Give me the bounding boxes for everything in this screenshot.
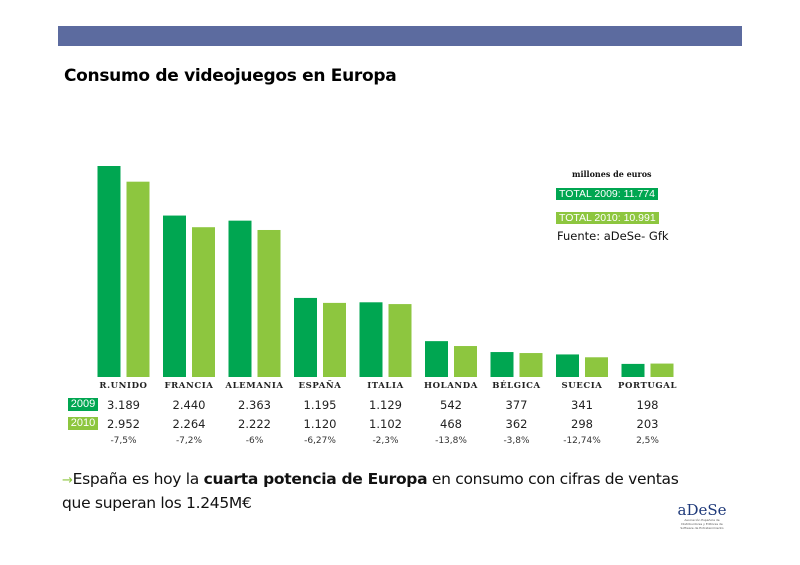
- bar-2009-3: [294, 297, 317, 377]
- header-band: [58, 26, 742, 46]
- change-label: 2,5%: [636, 436, 659, 446]
- value-label-2010: 1.102: [369, 417, 402, 431]
- value-label-2010: 1.120: [304, 417, 337, 431]
- bar-2009-4: [359, 302, 383, 377]
- bar-2010-4: [388, 304, 412, 377]
- value-label-2010: 298: [571, 417, 593, 431]
- year-badge-2010: 2010: [68, 417, 98, 430]
- change-label: -6%: [246, 436, 264, 446]
- value-label-2009: 1.129: [369, 398, 402, 412]
- value-label-2010: 468: [440, 417, 462, 431]
- logo-subtitle: Asociación Española de Distribuidores y …: [680, 518, 724, 530]
- change-label: -7,5%: [110, 436, 137, 446]
- category-label: FRANCIA: [165, 381, 214, 391]
- value-label-2009: 542: [440, 398, 462, 412]
- legend-unit: millones de euros: [572, 169, 652, 179]
- value-label-2010: 2.222: [238, 417, 271, 431]
- summary-text-start: España es hoy la: [72, 470, 204, 488]
- category-label: PORTUGAL: [618, 381, 677, 391]
- bar-2009-7: [556, 354, 579, 377]
- value-label-2009: 198: [637, 398, 659, 412]
- value-label-2009: 2.363: [238, 398, 271, 412]
- category-label: R.UNIDO: [99, 381, 147, 391]
- bar-2009-0: [97, 166, 121, 377]
- source-note: Fuente: aDeSe- Gfk: [557, 229, 669, 243]
- bar-2010-7: [585, 357, 608, 377]
- summary-text: →España es hoy la cuarta potencia de Eur…: [62, 468, 679, 514]
- bar-2010-0: [126, 181, 150, 377]
- summary-text-bold: cuarta potencia de Europa: [203, 470, 428, 488]
- adese-logo: aDeSe Asociación Española de Distribuido…: [676, 502, 728, 530]
- value-label-2010: 203: [637, 417, 659, 431]
- legend-item-2009: TOTAL 2009: 11.774: [556, 188, 658, 200]
- change-label: -6,27%: [304, 436, 336, 446]
- value-label-2009: 341: [571, 398, 593, 412]
- category-label: ALEMANIA: [224, 381, 283, 391]
- bar-2009-1: [163, 215, 186, 377]
- bar-2010-1: [192, 227, 215, 377]
- change-label: -7,2%: [176, 436, 203, 446]
- bar-2010-5: [454, 346, 477, 377]
- value-label-2009: 377: [506, 398, 528, 412]
- year-badge-2009: 2009: [68, 398, 98, 411]
- category-label: HOLANDA: [424, 381, 478, 391]
- value-label-2009: 3.189: [107, 398, 140, 412]
- bar-2010-8: [650, 363, 674, 377]
- change-label: -2,3%: [372, 436, 399, 446]
- category-label: BÉLGICA: [492, 379, 540, 391]
- summary-text-end: en consumo con cifras de ventas: [427, 470, 679, 488]
- category-label: SUECIA: [562, 381, 603, 391]
- bar-2010-2: [257, 229, 281, 377]
- legend-item-2010: TOTAL 2010: 10.991: [556, 212, 659, 224]
- page-title: Consumo de videojuegos en Europa: [64, 66, 397, 86]
- bar-2009-6: [490, 352, 514, 377]
- value-label-2009: 2.440: [173, 398, 206, 412]
- bar-2010-6: [519, 353, 543, 377]
- value-label-2010: 362: [506, 417, 528, 431]
- change-label: -12,74%: [563, 436, 601, 446]
- value-label-2010: 2.264: [173, 417, 206, 431]
- arrow-icon: →: [62, 473, 73, 488]
- bar-2010-3: [323, 302, 346, 377]
- category-label: ESPAÑA: [299, 379, 342, 391]
- bar-2009-5: [425, 341, 448, 377]
- bar-2009-8: [621, 363, 645, 377]
- value-label-2010: 2.952: [107, 417, 140, 431]
- change-label: -3,8%: [503, 436, 530, 446]
- bar-2009-2: [228, 220, 252, 377]
- change-label: -13,8%: [435, 436, 467, 446]
- category-label: ITALIA: [367, 381, 404, 391]
- logo-name: aDeSe: [677, 501, 727, 519]
- value-label-2009: 1.195: [304, 398, 337, 412]
- chart-legend: millones de euros TOTAL 2009: 11.774 TOT…: [556, 169, 659, 230]
- summary-text-line2: que superan los 1.245M€: [62, 494, 252, 512]
